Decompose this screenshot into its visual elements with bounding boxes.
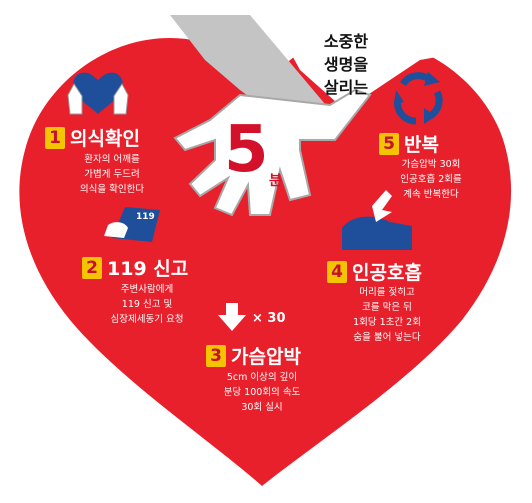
step-title: 119 신고 <box>107 258 189 280</box>
step-1-heading: 1 의식확인 <box>45 124 140 151</box>
desc-line: 5cm 이상의 깊이 <box>226 372 298 383</box>
rescue-breath-icon <box>342 190 412 250</box>
desc-line: 주변사람에게 <box>120 284 174 295</box>
desc-line: 머리를 젖히고 <box>359 287 415 298</box>
step-1-description: 환자의 어깨를 가볍게 두드려 의식을 확인한다 <box>62 152 162 197</box>
step-number: 2 <box>82 256 102 279</box>
white-wedge <box>262 0 532 110</box>
step-4-heading: 4 인공호흡 <box>327 258 422 285</box>
desc-line: 숨을 불어 넣는다 <box>353 332 421 343</box>
step-5-description: 가슴압박 30회 인공호흡 2회를 계속 반복한다 <box>376 157 486 202</box>
desc-line: 심장제세동기 요청 <box>110 314 184 325</box>
step-number: 1 <box>45 126 65 149</box>
step-3-heading: 3 가슴압박 <box>206 342 301 369</box>
desc-line: 가볍게 두드려 <box>84 169 140 180</box>
step-title: 인공호흡 <box>352 262 422 284</box>
times-label: × 30 <box>252 311 286 326</box>
step-2-description: 주변사람에게 119 신고 및 심장제세동기 요청 <box>92 282 202 327</box>
step-number: 3 <box>206 344 226 367</box>
title-line: 소중한 <box>323 32 369 51</box>
step-title: 가슴압박 <box>231 346 301 368</box>
down-arrow-icon <box>218 303 246 331</box>
desc-line: 119 신고 및 <box>121 299 173 310</box>
desc-line: 가슴압박 30회 <box>401 159 461 170</box>
step-4-description: 머리를 젖히고 코를 막은 뒤 1회당 1초간 2회 숨을 불어 넣는다 <box>332 285 442 345</box>
center-number: 5 <box>224 113 269 187</box>
desc-line: 30회 실시 <box>241 402 283 413</box>
desc-line: 의식을 확인한다 <box>79 184 145 195</box>
poster-title: 소중한 생명을 살리는 <box>286 30 406 99</box>
phone-card-icon <box>104 207 160 242</box>
title-line: 생명을 <box>323 55 369 74</box>
desc-line: 계속 반복한다 <box>403 189 459 200</box>
desc-line: 인공호흡 2회를 <box>400 174 462 185</box>
step-title: 의식확인 <box>70 128 140 150</box>
step-5-heading: 5 반복 <box>379 130 439 157</box>
desc-line: 코를 막은 뒤 <box>362 302 412 313</box>
desc-line: 환자의 어깨를 <box>84 154 140 165</box>
desc-line: 1회당 1초간 2회 <box>353 317 421 328</box>
card-badge: 119 <box>136 212 155 222</box>
step-3-description: 5cm 이상의 깊이 분당 100회의 속도 30회 실시 <box>207 370 317 415</box>
hand-icon <box>173 88 372 217</box>
center-unit: 분 <box>269 173 282 189</box>
title-line: 살리는 <box>323 78 369 97</box>
step-title: 반복 <box>404 134 439 156</box>
step-number: 5 <box>379 132 399 155</box>
step-2-heading: 2 119 신고 <box>82 254 188 281</box>
hands-heart-icon <box>67 72 129 115</box>
step-number: 4 <box>327 260 347 283</box>
desc-line: 분당 100회의 속도 <box>223 387 301 398</box>
